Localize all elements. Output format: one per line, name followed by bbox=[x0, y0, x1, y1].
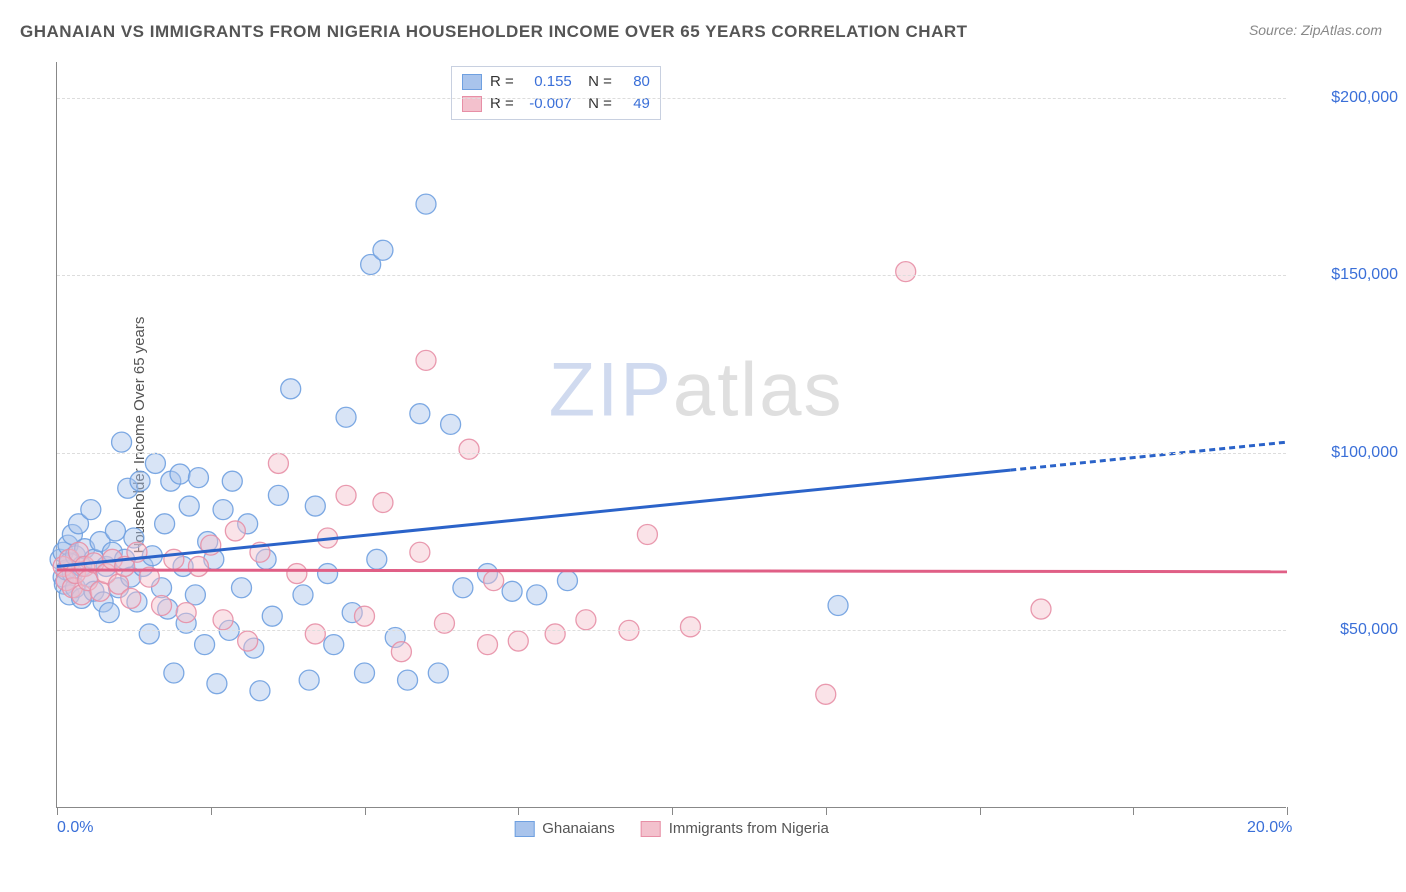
stat-r-label: R = bbox=[490, 93, 514, 115]
source-attribution: Source: ZipAtlas.com bbox=[1249, 22, 1382, 38]
stat-n-value: 49 bbox=[620, 93, 650, 115]
chart-title: GHANAIAN VS IMMIGRANTS FROM NIGERIA HOUS… bbox=[20, 22, 968, 42]
gridline bbox=[57, 275, 1286, 276]
gridline bbox=[57, 453, 1286, 454]
x-tick bbox=[518, 807, 519, 815]
x-tick-label: 0.0% bbox=[57, 819, 93, 837]
stat-r-value: 0.155 bbox=[522, 71, 572, 93]
stat-n-value: 80 bbox=[620, 71, 650, 93]
x-tick bbox=[211, 807, 212, 815]
x-tick bbox=[672, 807, 673, 815]
gridline bbox=[57, 98, 1286, 99]
legend-item: Immigrants from Nigeria bbox=[641, 820, 829, 837]
legend-swatch bbox=[641, 821, 661, 837]
plot-svg bbox=[57, 62, 1286, 807]
y-tick-label: $50,000 bbox=[1340, 621, 1398, 639]
legend-swatch bbox=[514, 821, 534, 837]
y-tick-label: $100,000 bbox=[1331, 444, 1398, 462]
x-tick bbox=[57, 807, 58, 815]
x-tick-label: 20.0% bbox=[1247, 819, 1292, 837]
legend-stats-box: R = 0.155 N = 80 R = -0.007 N = 49 bbox=[451, 66, 661, 120]
stat-r-label: R = bbox=[490, 71, 514, 93]
x-tick bbox=[826, 807, 827, 815]
legend-bottom: Ghanaians Immigrants from Nigeria bbox=[514, 820, 829, 837]
x-tick bbox=[1287, 807, 1288, 815]
x-tick bbox=[980, 807, 981, 815]
plot-area: Householder Income Over 65 years ZIPatla… bbox=[56, 62, 1286, 808]
stat-n-label: N = bbox=[580, 71, 612, 93]
legend-item: Ghanaians bbox=[514, 820, 615, 837]
legend-stats-row: R = -0.007 N = 49 bbox=[462, 93, 650, 115]
y-tick-label: $200,000 bbox=[1331, 89, 1398, 107]
stat-r-value: -0.007 bbox=[522, 93, 572, 115]
x-tick bbox=[1133, 807, 1134, 815]
legend-label: Ghanaians bbox=[542, 820, 615, 837]
legend-swatch bbox=[462, 74, 482, 90]
y-tick-label: $150,000 bbox=[1331, 266, 1398, 284]
correlation-chart: GHANAIAN VS IMMIGRANTS FROM NIGERIA HOUS… bbox=[0, 0, 1406, 892]
x-tick bbox=[365, 807, 366, 815]
stat-n-label: N = bbox=[580, 93, 612, 115]
gridline bbox=[57, 630, 1286, 631]
legend-label: Immigrants from Nigeria bbox=[669, 820, 829, 837]
legend-stats-row: R = 0.155 N = 80 bbox=[462, 71, 650, 93]
